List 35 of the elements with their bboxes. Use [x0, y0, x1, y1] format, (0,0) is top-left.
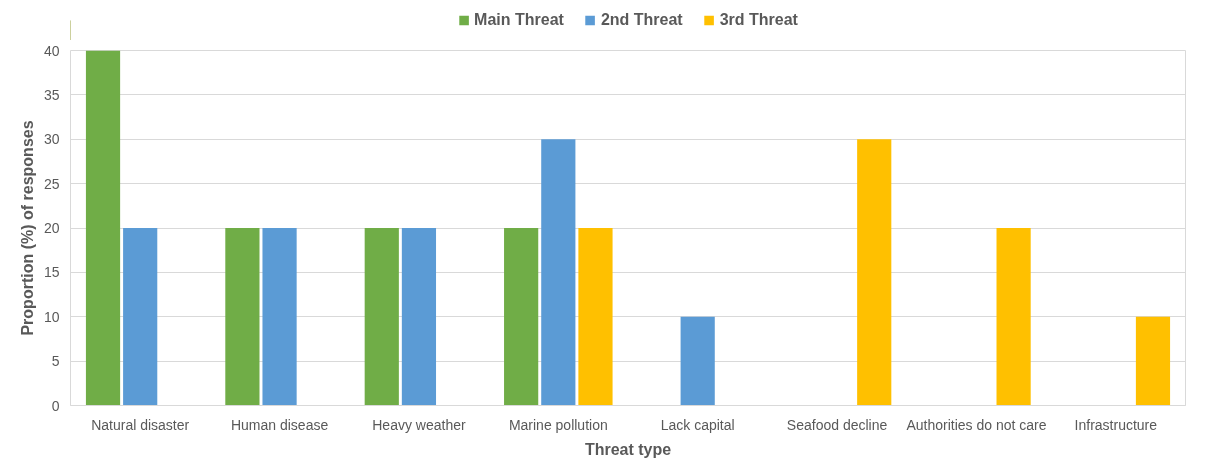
y-tick-label: 40: [43, 42, 60, 59]
bar: [680, 316, 715, 406]
x-tick-label: Seafood decline: [786, 416, 888, 433]
y-tick-label: 15: [43, 264, 60, 281]
bar: [504, 228, 539, 406]
bar: [541, 139, 576, 406]
bar: [996, 228, 1031, 406]
x-tick-label: Marine pollution: [508, 416, 608, 433]
bar: [401, 228, 437, 406]
x-tick-label: Lack capital: [660, 416, 735, 433]
x-tick-label: Human disease: [230, 416, 329, 433]
x-axis-title: Threat type: [584, 440, 672, 458]
x-tick-label: Authorities do not care: [906, 416, 1047, 433]
bar: [578, 228, 613, 406]
y-tick-label: 5: [51, 353, 60, 370]
legend-label: 3rd Threat: [719, 11, 798, 29]
y-tick-label: 0: [51, 397, 60, 414]
bar: [364, 228, 399, 406]
y-tick-label: 25: [43, 175, 60, 192]
y-tick-label: 35: [43, 86, 60, 103]
legend-label: 2nd Threat: [600, 11, 683, 29]
bar: [262, 228, 297, 406]
bar: [123, 228, 158, 406]
x-tick-label: Natural disaster: [91, 416, 190, 433]
legend-label: Main Threat: [474, 11, 564, 29]
bar: [857, 139, 892, 406]
x-tick-label: Heavy weather: [372, 416, 466, 433]
x-tick-label: Infrastructure: [1074, 416, 1158, 433]
y-tick-label: 30: [43, 131, 60, 148]
bar: [225, 228, 260, 406]
y-tick-label: 10: [43, 308, 60, 325]
bar: [1135, 316, 1171, 406]
y-tick-label: 20: [43, 220, 60, 236]
y-axis-title: Proportion (%) of responses: [18, 120, 36, 336]
bar: [85, 50, 121, 406]
